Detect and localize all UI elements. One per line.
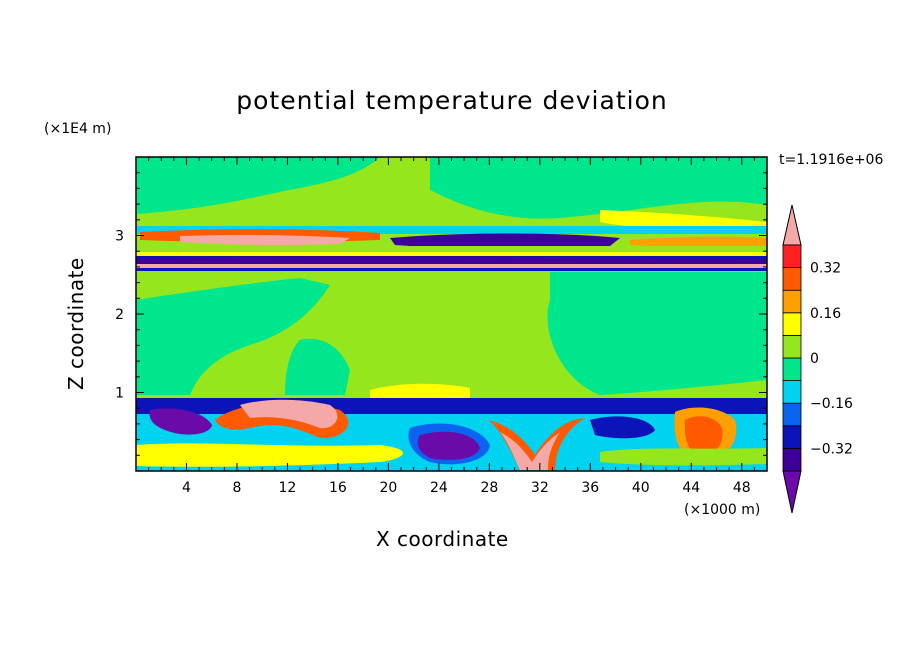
x-axis-label: X coordinate xyxy=(376,527,509,551)
x-tick-label: 44 xyxy=(682,480,700,496)
field-surface-yellow xyxy=(136,443,404,467)
field-upper-teal-patch xyxy=(430,157,767,219)
x-tick-label: 40 xyxy=(632,480,650,496)
x-axis-unit: (×1000 m) xyxy=(684,502,761,518)
field-cell-pink xyxy=(500,432,560,470)
colorbar-label: −0.16 xyxy=(810,396,853,412)
field-band-blue xyxy=(136,268,767,271)
x-tick-label: 32 xyxy=(531,480,549,496)
y-tick-label: 3 xyxy=(115,229,124,245)
colorbar-bin xyxy=(782,380,802,404)
field-band-green xyxy=(136,246,767,252)
x-tick-label: 48 xyxy=(733,480,751,496)
field-mid-teal xyxy=(136,278,330,395)
field-band-pink xyxy=(136,264,767,268)
field-cell-pink xyxy=(240,399,338,429)
field-band-orange xyxy=(630,236,767,248)
x-tick-label: 16 xyxy=(329,480,347,496)
field-band-cyan xyxy=(136,226,767,234)
x-tick-label: 28 xyxy=(480,480,498,496)
x-tick-label: 36 xyxy=(581,480,599,496)
field-mid-teal xyxy=(547,272,767,395)
colorbar-bin xyxy=(782,357,802,382)
field-band-purple xyxy=(136,256,767,265)
field-band-pink xyxy=(180,234,350,246)
field-band-yellow xyxy=(136,252,767,256)
colorbar-bin xyxy=(782,289,802,314)
colorbar-label: 0 xyxy=(810,351,819,367)
field-mid-teal xyxy=(285,338,350,395)
colorbar-triangle-high xyxy=(782,204,802,246)
field-surface-green xyxy=(600,448,767,466)
colorbar-bin xyxy=(782,425,802,449)
field-mid-yellow xyxy=(370,383,470,398)
x-tick-label: 24 xyxy=(430,480,448,496)
field-cell-orange xyxy=(488,418,585,470)
field-cell-purple xyxy=(149,408,212,435)
x-axis-ticks: 4 8 12 16 20 24 28 32 36 40 44 48 xyxy=(148,157,755,496)
field-cell-blue xyxy=(590,416,655,439)
colorbar-label: 0.32 xyxy=(810,261,841,277)
field-cell-red xyxy=(684,416,723,456)
colorbar-bin xyxy=(782,244,802,269)
x-tick-label: 20 xyxy=(379,480,397,496)
colorbar-bin xyxy=(782,267,802,291)
colorbar-triangle-low xyxy=(782,470,802,514)
field-upper-teal-patch xyxy=(136,157,380,214)
contour-field xyxy=(136,157,767,471)
field-upper-yellow-band xyxy=(600,210,767,231)
x-tick-label: 8 xyxy=(232,480,241,496)
colorbar-label: 0.16 xyxy=(810,306,841,322)
field-band-purple xyxy=(390,233,620,249)
y-axis-unit: (×1E4 m) xyxy=(44,121,112,137)
chart-title: potential temperature deviation xyxy=(236,86,668,115)
colorbar-bin xyxy=(782,312,802,336)
colorbar-bin xyxy=(782,447,802,472)
colorbar-label: −0.32 xyxy=(810,441,853,457)
y-tick-label: 1 xyxy=(115,386,124,402)
x-tick-label: 12 xyxy=(279,480,297,496)
colorbar-bin xyxy=(782,334,802,359)
time-label: t=1.1916e+06 xyxy=(779,152,884,168)
x-tick-label: 4 xyxy=(182,480,191,496)
colorbar-bin xyxy=(782,402,802,427)
colorbar: 0.32 0.16 0 −0.16 −0.32 xyxy=(782,204,853,514)
y-tick-label: 2 xyxy=(115,307,124,323)
field-cell-purple xyxy=(417,431,480,460)
y-axis-ticks: 1 2 3 xyxy=(115,172,767,456)
